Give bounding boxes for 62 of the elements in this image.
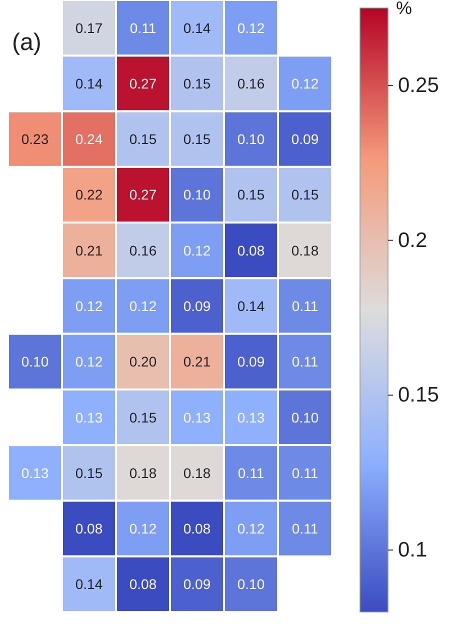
data-label: 0.22 (75, 186, 103, 203)
data-label: 0.23 (21, 131, 49, 148)
data-label: 0.12 (75, 354, 103, 370)
data-label: 0.08 (183, 520, 211, 537)
data-label: 0.21 (183, 354, 211, 370)
data-label: 0.08 (129, 576, 157, 592)
data-label: 0.16 (237, 75, 265, 92)
data-label: 0.18 (183, 464, 211, 481)
data-label: 0.17 (75, 20, 103, 36)
data-label: 0.12 (237, 20, 265, 36)
data-label: 0.21 (75, 242, 103, 258)
data-label: 0.10 (183, 186, 211, 203)
data-label: 0.14 (183, 20, 211, 36)
data-label: 0.18 (129, 464, 157, 481)
data-label: 0.09 (183, 576, 211, 592)
data-label: 0.15 (237, 186, 265, 203)
color-bar-label: 0.15 (398, 384, 439, 407)
data-label: 0.12 (237, 520, 265, 537)
data-label: 0.14 (75, 75, 103, 92)
data-label: 0.14 (237, 298, 265, 314)
data-label: 0.13 (75, 409, 103, 426)
data-label: 0.11 (292, 354, 318, 370)
data-label: 0.12 (291, 75, 319, 92)
data-label: 0.13 (21, 464, 49, 481)
data-label: 0.12 (75, 298, 103, 314)
data-label: 0.09 (291, 131, 319, 148)
data-label: 0.10 (237, 576, 265, 592)
data-label: 0.15 (183, 131, 211, 148)
data-label: 0.10 (237, 131, 265, 148)
data-label: 0.11 (292, 464, 318, 481)
data-label: 0.08 (75, 520, 103, 537)
data-label: 0.11 (130, 20, 156, 36)
data-label: 0.18 (291, 242, 319, 258)
data-label: 0.11 (238, 464, 264, 481)
data-label: 0.15 (129, 409, 157, 426)
data-label: 0.27 (129, 186, 157, 203)
data-label: 0.14 (75, 576, 103, 592)
data-label: 0.15 (129, 131, 157, 148)
data-label: 0.12 (129, 520, 157, 537)
data-label: 0.08 (237, 242, 265, 258)
data-label: 0.12 (129, 298, 157, 314)
data-label: 0.13 (183, 409, 211, 426)
data-label: 0.15 (183, 75, 211, 92)
color-bar-label: 0.1 (398, 538, 428, 562)
data-label: 0.13 (237, 409, 265, 426)
data-label: 0.27 (129, 75, 157, 92)
data-label: 0.10 (291, 409, 319, 426)
color-bar-label: 0.2 (398, 228, 428, 252)
color-bar-title: % (396, 0, 412, 18)
data-label: 0.11 (292, 298, 318, 314)
data-label: 0.24 (75, 131, 103, 148)
data-label: 0.11 (292, 520, 318, 537)
data-label: 0.12 (183, 242, 211, 258)
data-label: 0.09 (237, 354, 265, 370)
color-bar-label: 0.25 (398, 74, 439, 97)
data-label: 0.20 (129, 354, 157, 370)
data-label: 0.09 (183, 298, 211, 314)
data-label: 0.15 (291, 186, 319, 203)
data-label: 0.15 (75, 464, 103, 481)
data-label: 0.16 (129, 242, 157, 258)
data-label: 0.10 (21, 354, 49, 370)
text: (a) (12, 29, 42, 56)
